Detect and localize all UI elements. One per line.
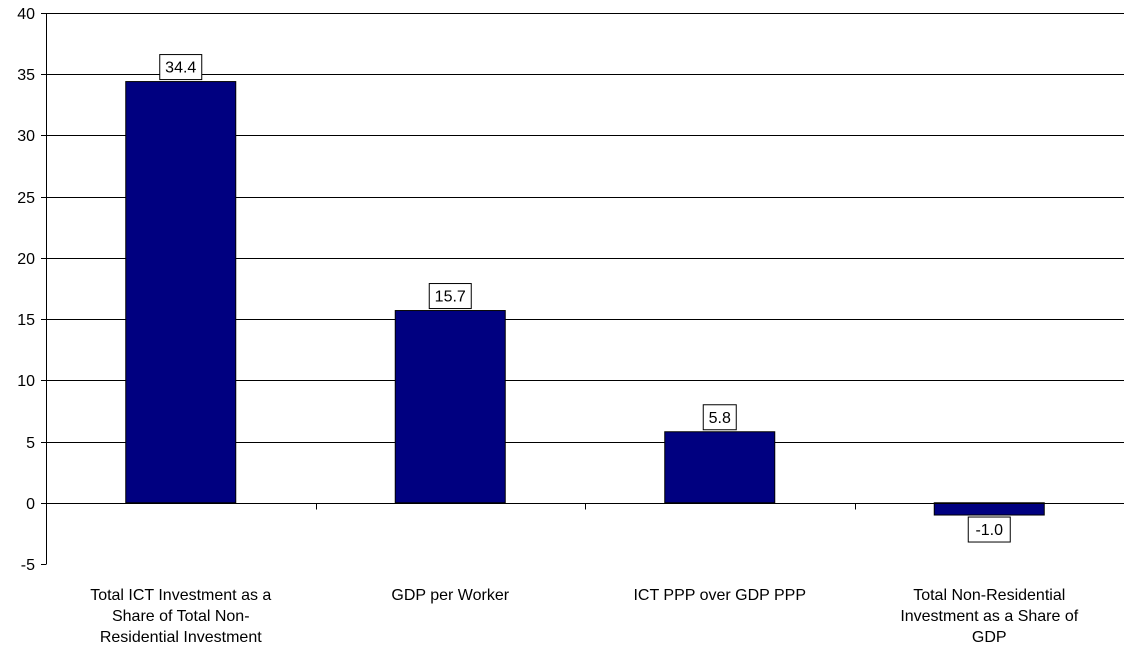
bar — [125, 81, 237, 504]
y-axis-ticks: -5 0 5 10 15 20 25 30 35 40 — [17, 6, 46, 574]
y-tick-label: 40 — [17, 6, 35, 23]
data-label-box — [702, 404, 737, 431]
x-category-label: ICT PPP over GDP PPP — [585, 585, 855, 606]
y-tick-label: 30 — [17, 128, 35, 145]
y-tick-label: 5 — [26, 435, 35, 452]
data-label: 34.4 — [165, 60, 196, 77]
x-category-label-line: Total ICT Investment as a — [90, 587, 272, 604]
y-tick-label: 0 — [26, 496, 35, 513]
data-label: 15.7 — [435, 289, 466, 306]
x-category-label: Total ICT Investment as a Share of Total … — [46, 585, 316, 648]
bar — [394, 310, 506, 504]
data-labels: 34.4 15.7 5.8 -1.0 — [159, 54, 1011, 543]
x-category-label-line: ICT PPP over GDP PPP — [633, 587, 806, 604]
bar — [933, 502, 1045, 516]
y-tick-label: -5 — [21, 557, 35, 574]
x-category-label-line: Investment as a Share of — [900, 608, 1079, 625]
data-label: -1.0 — [975, 522, 1003, 539]
x-category-label-line: GDP — [971, 629, 1007, 646]
y-tick-label: 35 — [17, 67, 35, 84]
bars — [125, 81, 1045, 516]
data-label-box — [967, 516, 1011, 543]
y-tick-label: 10 — [17, 373, 35, 390]
x-category-label-line: Share of Total Non- — [111, 608, 250, 625]
bar — [664, 431, 776, 504]
x-category-label-line: GDP per Worker — [391, 587, 510, 604]
x-category-label-line: Residential Investment — [99, 629, 262, 646]
data-label: 5.8 — [709, 410, 731, 427]
data-label-box — [159, 54, 203, 81]
data-label-box — [428, 283, 472, 310]
axes — [46, 13, 1124, 565]
x-category-label: GDP per Worker — [315, 585, 585, 606]
y-tick-label: 25 — [17, 190, 35, 207]
y-tick-label: 15 — [17, 312, 35, 329]
x-category-label-line: Total Non-Residential — [913, 587, 1066, 604]
x-category-label: Total Non-Residential Investment as a Sha… — [854, 585, 1124, 648]
y-tick-label: 20 — [17, 251, 35, 268]
